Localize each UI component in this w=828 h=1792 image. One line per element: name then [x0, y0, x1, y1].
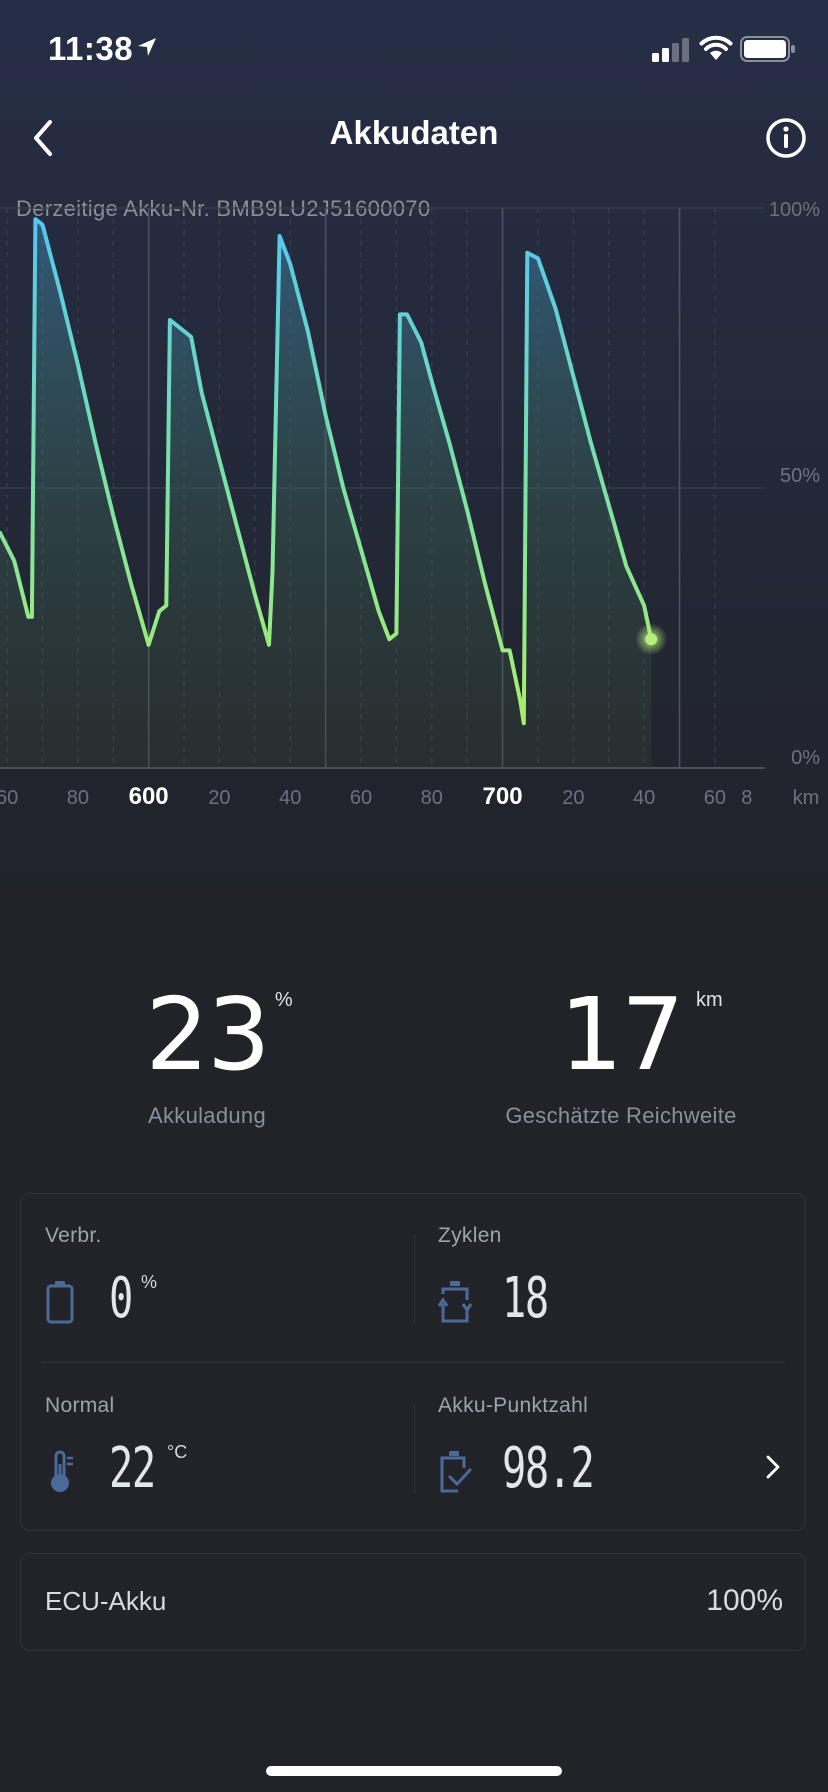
- consumption-cell: Verbr. 0 %: [21, 1194, 401, 1354]
- chart-x-tick-label: 20: [208, 787, 230, 809]
- status-bar: 11:38: [0, 0, 828, 100]
- home-indicator[interactable]: [266, 1766, 562, 1776]
- wifi-icon: [699, 35, 733, 60]
- chart-x-tick-label: 80: [67, 787, 89, 809]
- chart-y-tick-label: 0%: [791, 747, 820, 769]
- chart-x-tick-label: 40: [279, 787, 301, 809]
- ecu-battery-value: 100%: [706, 1584, 783, 1617]
- range-value: 17: [559, 976, 684, 1093]
- score-value: 98.2: [502, 1436, 595, 1501]
- cycles-value: 18: [502, 1266, 549, 1331]
- battery-history-chart[interactable]: 100% 50% 0% 60 80 600 20 40 60 80 700 20 40 60 8 km: [0, 200, 828, 930]
- page-title: Akkudaten: [329, 114, 499, 151]
- range-stat: 17 km Geschätzte Reichweite: [414, 985, 828, 1129]
- chart-y-tick-label: 50%: [780, 465, 820, 487]
- battery-details-card[interactable]: Verbr. 0 % Zyklen 18 Normal 22 °C: [20, 1193, 806, 1531]
- consumption-label: Verbr.: [45, 1224, 102, 1247]
- consumption-unit: %: [141, 1272, 158, 1292]
- temperature-unit: °C: [167, 1442, 188, 1462]
- score-cell[interactable]: Akku-Punktzahl 98.2: [414, 1364, 794, 1524]
- charge-value: 23: [145, 976, 270, 1093]
- temperature-label: Normal: [45, 1394, 115, 1417]
- range-label: Geschätzte Reichweite: [505, 1103, 737, 1128]
- thermometer-icon: [51, 1450, 73, 1492]
- status-time: 11:38: [48, 30, 134, 67]
- chart-x-tick-label: 700: [483, 783, 523, 810]
- chart-x-tick-label: 600: [129, 783, 169, 810]
- charge-stat: 23 % Akkuladung: [0, 985, 414, 1129]
- current-point-marker: [645, 633, 658, 646]
- ecu-battery-label: ECU-Akku: [45, 1586, 167, 1616]
- chart-x-tick-label: 40: [633, 787, 655, 809]
- chart-x-tick-label: 60: [704, 787, 726, 809]
- chart-x-tick-label: 8: [741, 787, 752, 809]
- battery-cycle-icon: [438, 1281, 472, 1323]
- temperature-value: 22: [109, 1436, 156, 1501]
- chevron-right-icon[interactable]: [761, 1452, 785, 1482]
- chart-x-tick-label: 60: [0, 787, 18, 809]
- battery-status-icon: [740, 36, 795, 62]
- chart-area-fill: [0, 219, 652, 768]
- location-arrow-icon: [138, 38, 156, 56]
- consumption-value: 0: [109, 1266, 133, 1331]
- cellular-signal-icon: [652, 38, 689, 62]
- chart-series-line: [0, 217, 654, 726]
- back-button[interactable]: [22, 108, 82, 168]
- battery-check-icon: [440, 1451, 472, 1493]
- info-button[interactable]: [760, 108, 820, 168]
- navigation-bar: Akkudaten: [0, 100, 828, 200]
- cycles-cell: Zyklen 18: [414, 1194, 794, 1354]
- chevron-left-icon: [34, 120, 52, 156]
- ecu-battery-row: ECU-Akku 100%: [20, 1553, 806, 1651]
- temperature-cell: Normal 22 °C: [21, 1364, 401, 1524]
- score-label: Akku-Punktzahl: [438, 1394, 589, 1417]
- chart-x-tick-label: 60: [350, 787, 372, 809]
- range-unit: km: [695, 989, 723, 1011]
- row-divider: [41, 1362, 785, 1363]
- column-divider: [414, 1234, 415, 1324]
- info-icon: [766, 118, 806, 158]
- chart-y-tick-label: 100%: [769, 200, 820, 221]
- chart-x-tick-label: 20: [562, 787, 584, 809]
- chart-x-tick-label: 80: [421, 787, 443, 809]
- cycles-label: Zyklen: [438, 1224, 502, 1247]
- chart-x-unit-label: km: [793, 787, 820, 809]
- column-divider: [414, 1404, 415, 1494]
- charge-unit: %: [274, 989, 293, 1011]
- battery-icon: [46, 1281, 74, 1324]
- charge-label: Akkuladung: [148, 1103, 266, 1128]
